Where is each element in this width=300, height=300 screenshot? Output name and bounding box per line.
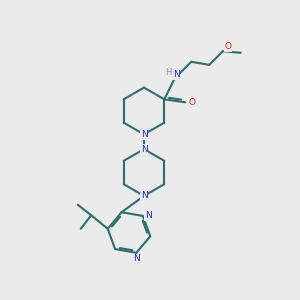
Text: N: N — [133, 254, 140, 263]
Text: H: H — [165, 68, 171, 77]
Text: N: N — [141, 191, 147, 200]
Text: N: N — [141, 130, 147, 139]
Text: N: N — [141, 145, 147, 154]
Text: O: O — [188, 98, 195, 107]
Text: N: N — [145, 212, 152, 220]
Text: O: O — [225, 42, 232, 51]
Text: N: N — [173, 70, 180, 79]
